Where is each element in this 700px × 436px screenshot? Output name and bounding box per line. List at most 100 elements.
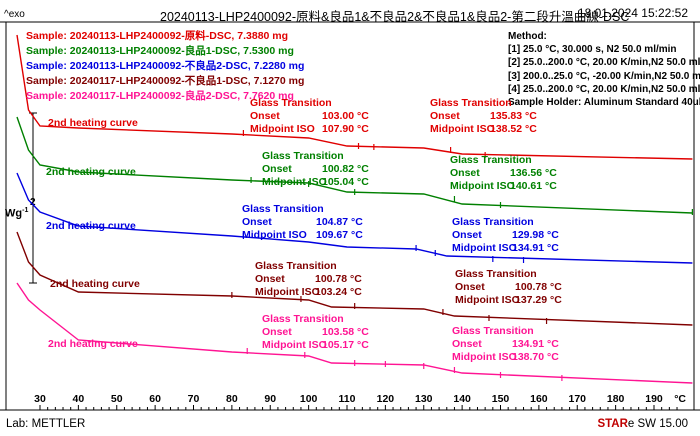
method-step-4: [4] 25.0..200.0 °C, 20.00 K/min,N2 50.0 … [508, 83, 700, 95]
x-tick-label: 130 [415, 393, 433, 405]
method-title: Method: [508, 31, 547, 42]
x-axis-unit: °C [674, 393, 686, 405]
x-tick-label: 40 [73, 393, 85, 405]
gt-mid-label: Midpoint ISO [450, 180, 515, 192]
gt-mid-value: 103.24 °C [315, 286, 362, 298]
series-curve-1 [16, 34, 693, 160]
gt-title: Glass Transition [262, 313, 344, 325]
gt-onset-value: 100.78 °C [315, 273, 362, 285]
gt-mid-label: Midpoint ISO [455, 294, 520, 306]
gt-onset-label: Onset [242, 216, 272, 228]
gt-blue-2: Glass Transition Onset 129.98 °C Midpoint… [452, 216, 559, 255]
chart-title: 20240113-LHP2400092-原料&良品1&不良品2&不良品1&良品2… [160, 10, 630, 24]
gt-title: Glass Transition [250, 97, 332, 109]
gt-mid-label: Midpoint ISO [452, 242, 517, 254]
gt-onset-value: 134.91 °C [512, 338, 559, 350]
series-curve-4 [16, 231, 693, 326]
gt-pink-1: Glass Transition Onset 103.58 °C Midpoint… [262, 313, 369, 352]
x-tick-label: 110 [339, 393, 356, 405]
gt-red-1: Glass Transition Onset 103.00 °C Midpoint… [250, 97, 369, 136]
gt-brown-2: Glass Transition Onset 100.78 °C Midpoint… [455, 268, 562, 307]
gt-onset-value: 135.83 °C [490, 110, 537, 122]
gt-mid-value: 138.52 °C [490, 123, 537, 135]
series-curve-5 [16, 282, 693, 384]
gt-mid-label: Midpoint ISO [255, 286, 320, 298]
gt-onset-label: Onset [450, 167, 480, 179]
gt-onset-label: Onset [262, 163, 292, 175]
curve-label-4: 2nd heating curve [50, 278, 140, 290]
gt-onset-label: Onset [452, 229, 482, 241]
gt-blue-1: Glass Transition Onset 104.87 °C Midpoint… [242, 203, 363, 242]
x-tick-label: 80 [226, 393, 238, 405]
scale-bar-label: 2 [30, 197, 36, 208]
gt-onset-label: Onset [255, 273, 285, 285]
series-curve-3 [16, 172, 693, 264]
gt-onset-value: 104.87 °C [316, 216, 363, 228]
gt-mid-value: 138.70 °C [512, 351, 559, 363]
gt-onset-value: 136.56 °C [510, 167, 557, 179]
gt-mid-value: 140.61 °C [510, 180, 557, 192]
curve-label-3: 2nd heating curve [46, 220, 136, 232]
y-axis-label: Wg-1 [5, 207, 29, 220]
gt-mid-value: 137.29 °C [515, 294, 562, 306]
gt-onset-label: Onset [430, 110, 460, 122]
x-tick-label: 60 [149, 393, 161, 405]
gt-brown-1: Glass Transition Onset 100.78 °C Midpoint… [255, 260, 362, 299]
x-tick-label: 90 [264, 393, 276, 405]
software-label: STARe SW 15.00 [597, 418, 688, 430]
method-step-1: [1] 25.0 °C, 30.000 s, N2 50.0 ml/min [508, 44, 677, 56]
gt-mid-label: Midpoint ISO [262, 176, 327, 188]
series-curve-2 [16, 116, 693, 214]
gt-onset-value: 103.58 °C [322, 326, 369, 338]
lab-label: Lab: METTLER [6, 418, 86, 430]
gt-mid-label: Midpoint ISO [452, 351, 517, 363]
legend-item-3: Sample: 20240113-LHP2400092-不良品2-DSC, 7.… [26, 60, 305, 72]
gt-red-2-title: Glass Transition [430, 97, 512, 109]
gt-pink-2: Glass Transition Onset 134.91 °C Midpoint… [452, 325, 559, 364]
gt-title: Glass Transition [262, 150, 344, 162]
gt-green-1: Glass Transition Onset 100.82 °C Midpoint… [262, 150, 369, 189]
chart-date: 18.01.2024 15:22:52 [577, 6, 688, 20]
curve-label-5: 2nd heating curve [48, 338, 138, 350]
x-tick-label: 180 [607, 393, 625, 405]
exo-indicator: ^exo [4, 9, 25, 20]
method-step-3: [3] 200.0..25.0 °C, -20.00 K/min,N2 50.0… [508, 70, 700, 82]
gt-mid-value: 134.91 °C [512, 242, 559, 254]
gt-onset-label: Onset [262, 326, 292, 338]
x-tick-label: 170 [568, 393, 586, 405]
gt-title: Glass Transition [242, 203, 324, 215]
gt-onset-value: 129.98 °C [512, 229, 559, 241]
gt-mid-label: Midpoint ISO [250, 123, 315, 135]
gt-onset-value: 103.00 °C [322, 110, 369, 122]
gt-mid-label: Midpoint ISO [430, 123, 495, 135]
x-tick-label: 120 [377, 393, 395, 405]
x-tick-label: 30 [34, 393, 46, 405]
gt-green-2: Glass Transition Onset 136.56 °C Midpoint… [450, 154, 557, 193]
curve-label-1: 2nd heating curve [48, 117, 138, 129]
legend-item-5: Sample: 20240117-LHP2400092-良品2-DSC, 7.7… [26, 90, 294, 102]
gt-title: Glass Transition [255, 260, 337, 272]
gt-mid-label: Midpoint ISO [242, 229, 307, 241]
curve-label-2: 2nd heating curve [46, 166, 136, 178]
x-tick-label: 50 [111, 393, 123, 405]
legend-item-1: Sample: 20240113-LHP2400092-原料-DSC, 7.38… [26, 30, 289, 42]
gt-mid-value: 109.67 °C [316, 229, 363, 241]
gt-red-2: Onset 135.83 °C Midpoint ISO 138.52 °C [430, 110, 537, 136]
gt-mid-label: Midpoint ISO [262, 339, 327, 351]
x-tick-label: 190 [645, 393, 663, 405]
x-tick-label: 100 [300, 393, 318, 405]
x-tick-label: 150 [492, 393, 510, 405]
gt-onset-label: Onset [455, 281, 485, 293]
gt-title: Glass Transition [455, 268, 537, 280]
gt-mid-value: 105.04 °C [322, 176, 369, 188]
legend-item-4: Sample: 20240117-LHP2400092-不良品1-DSC, 7.… [26, 75, 305, 87]
gt-onset-label: Onset [452, 338, 482, 350]
gt-mid-value: 105.17 °C [322, 339, 369, 351]
gt-title: Glass Transition [452, 216, 534, 228]
gt-onset-value: 100.78 °C [515, 281, 562, 293]
method-holder: Sample Holder: Aluminum Standard 40ul [508, 97, 700, 109]
method-box: Method: [1] 25.0 °C, 30.000 s, N2 50.0 m… [508, 30, 700, 109]
x-tick-label: 140 [453, 393, 471, 405]
